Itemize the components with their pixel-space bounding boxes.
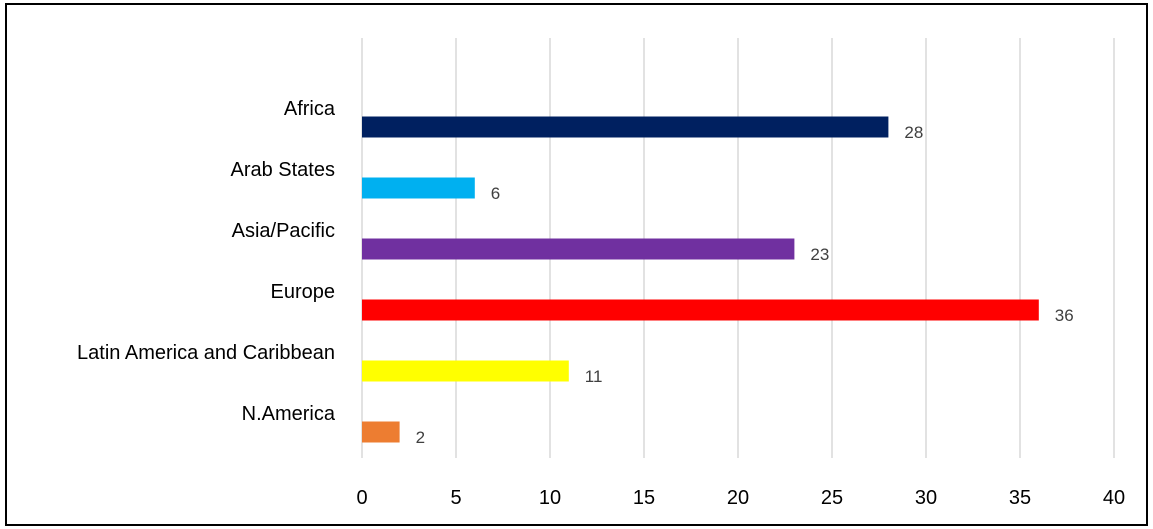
category-label: Africa [284, 98, 336, 120]
data-label: 28 [904, 123, 923, 142]
x-tick-label: 35 [1009, 487, 1031, 509]
category-label: Latin America and Caribbean [77, 342, 335, 364]
bar [362, 360, 569, 382]
data-label: 11 [585, 367, 603, 386]
bar [362, 238, 795, 260]
category-label: Arab States [230, 159, 335, 181]
x-tick-label: 5 [450, 487, 461, 509]
data-label: 2 [416, 428, 425, 447]
bar [362, 177, 475, 199]
data-label: 36 [1055, 306, 1074, 325]
x-tick-label: 15 [633, 487, 655, 509]
category-label: N.America [242, 403, 336, 425]
x-tick-label: 10 [539, 487, 561, 509]
bar [362, 421, 400, 443]
x-tick-label: 25 [821, 487, 843, 509]
category-label: Europe [271, 281, 336, 303]
data-label: 6 [491, 184, 500, 203]
data-label: 23 [810, 245, 829, 264]
x-tick-label: 30 [915, 487, 937, 509]
category-label: Asia/Pacific [232, 220, 335, 242]
x-tick-label: 0 [356, 487, 367, 509]
bar [362, 116, 889, 138]
bar [362, 299, 1039, 321]
x-tick-label: 20 [727, 487, 749, 509]
chart-frame [5, 3, 1148, 526]
x-tick-label: 40 [1103, 487, 1125, 509]
